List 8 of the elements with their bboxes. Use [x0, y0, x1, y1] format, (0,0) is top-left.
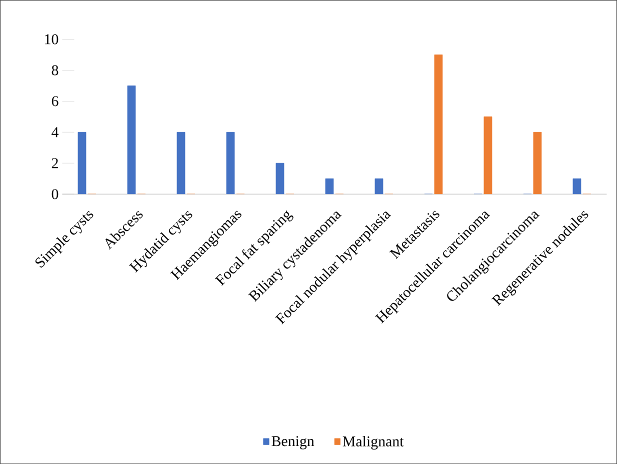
y-tick-label: 6 [52, 96, 58, 106]
y-tick-label: 10 [45, 34, 58, 44]
legend-label: Malignant [342, 436, 404, 450]
legend-label: Benign [272, 436, 314, 450]
y-tick-label: 2 [52, 158, 58, 168]
y-tick-label: 0 [52, 189, 58, 200]
y-tick-label: 4 [52, 127, 58, 138]
y-tick-label: 8 [52, 65, 58, 76]
